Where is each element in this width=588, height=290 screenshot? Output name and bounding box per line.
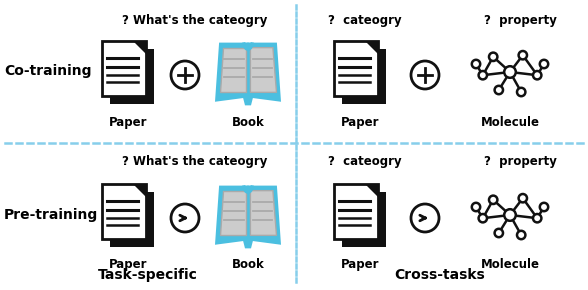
Text: Paper: Paper: [341, 116, 379, 129]
Bar: [334, 184, 378, 239]
Circle shape: [472, 60, 480, 68]
Circle shape: [533, 71, 542, 79]
Polygon shape: [216, 44, 248, 100]
Bar: [342, 49, 386, 104]
Polygon shape: [133, 41, 146, 54]
Polygon shape: [365, 184, 378, 197]
Text: ? What's the cateogry: ? What's the cateogry: [122, 14, 268, 27]
Circle shape: [517, 88, 526, 96]
Polygon shape: [250, 191, 276, 235]
Circle shape: [411, 204, 439, 232]
Bar: [102, 41, 146, 96]
Circle shape: [479, 214, 487, 222]
Text: Cross-tasks: Cross-tasks: [395, 268, 485, 282]
Polygon shape: [243, 239, 253, 248]
Text: Paper: Paper: [109, 116, 147, 129]
Circle shape: [411, 61, 439, 89]
Text: Paper: Paper: [341, 258, 379, 271]
Polygon shape: [365, 41, 378, 54]
Bar: [342, 192, 386, 246]
Circle shape: [489, 52, 497, 61]
Circle shape: [519, 194, 527, 202]
Text: ?  cateogry: ? cateogry: [328, 155, 402, 168]
Bar: [334, 41, 378, 96]
Circle shape: [540, 60, 548, 68]
Circle shape: [504, 209, 516, 221]
Circle shape: [171, 61, 199, 89]
Circle shape: [504, 66, 516, 78]
Text: Task-specific: Task-specific: [98, 268, 198, 282]
Polygon shape: [219, 191, 246, 235]
Text: Paper: Paper: [109, 258, 147, 271]
Text: ?  property: ? property: [483, 14, 556, 27]
Text: ? What's the cateogry: ? What's the cateogry: [122, 155, 268, 168]
Text: Molecule: Molecule: [480, 258, 540, 271]
Text: Molecule: Molecule: [480, 116, 540, 129]
Circle shape: [479, 71, 487, 79]
Polygon shape: [219, 48, 246, 92]
Polygon shape: [248, 44, 279, 100]
Circle shape: [519, 51, 527, 59]
Text: Pre-training: Pre-training: [4, 208, 98, 222]
Circle shape: [517, 231, 526, 239]
Circle shape: [533, 214, 542, 222]
Text: ?  cateogry: ? cateogry: [328, 14, 402, 27]
Polygon shape: [250, 48, 276, 92]
Bar: [110, 49, 154, 104]
Polygon shape: [216, 187, 248, 243]
Polygon shape: [243, 96, 253, 105]
Bar: [110, 192, 154, 246]
Polygon shape: [133, 184, 146, 197]
Circle shape: [489, 195, 497, 204]
Circle shape: [171, 204, 199, 232]
Circle shape: [540, 203, 548, 211]
Circle shape: [495, 229, 503, 237]
Polygon shape: [248, 187, 279, 243]
Text: Book: Book: [232, 116, 265, 129]
Text: Co-training: Co-training: [4, 64, 92, 78]
Circle shape: [495, 86, 503, 94]
Circle shape: [472, 203, 480, 211]
Text: Book: Book: [232, 258, 265, 271]
Text: ?  property: ? property: [483, 155, 556, 168]
Bar: [102, 184, 146, 239]
